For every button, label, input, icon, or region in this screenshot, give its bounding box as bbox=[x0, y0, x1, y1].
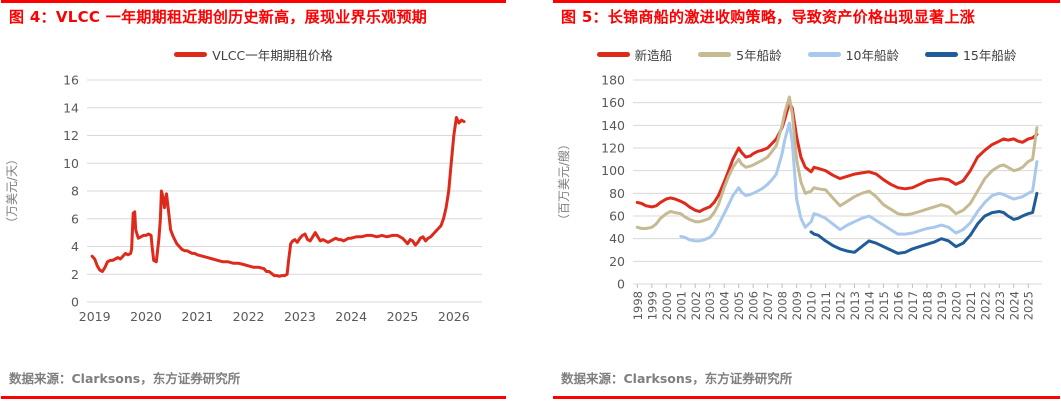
svg-text:2: 2 bbox=[71, 267, 79, 282]
svg-text:2014: 2014 bbox=[862, 291, 876, 320]
svg-text:2002: 2002 bbox=[689, 291, 703, 320]
svg-text:40: 40 bbox=[609, 231, 625, 246]
svg-text:2018: 2018 bbox=[920, 291, 934, 320]
vlcc-chart-canvas: 0 2 4 6 8 10 12 14 16 2019 2020 2021 2022 2023 2024 202… bbox=[5, 73, 482, 324]
figure-5-source: 数据来源：Clarksons，东方证券研究所 bbox=[561, 371, 793, 386]
svg-text:140: 140 bbox=[601, 118, 625, 133]
svg-text:2019: 2019 bbox=[935, 291, 949, 320]
legend-item: 10年船龄 bbox=[807, 45, 899, 64]
svg-text:2023: 2023 bbox=[993, 291, 1007, 320]
svg-text:2016: 2016 bbox=[891, 291, 905, 320]
svg-text:2009: 2009 bbox=[790, 291, 804, 320]
figure-4-title: 图 4：VLCC 一年期期租近期创历史新高，展现业界乐观预期 bbox=[9, 8, 428, 26]
svg-text:20: 20 bbox=[609, 254, 625, 269]
svg-text:2001: 2001 bbox=[674, 291, 688, 320]
legend-label: 15年船龄 bbox=[962, 47, 1017, 63]
svg-text:4: 4 bbox=[71, 239, 79, 254]
svg-text:2022: 2022 bbox=[233, 309, 265, 324]
legend-line-swatch bbox=[174, 51, 208, 57]
svg-text:2000: 2000 bbox=[660, 291, 674, 320]
svg-text:100: 100 bbox=[601, 163, 625, 178]
legend-label: 5年船龄 bbox=[736, 47, 782, 63]
svg-text:2020: 2020 bbox=[949, 291, 963, 320]
figure-4-panel: 图 4：VLCC 一年期期租近期创历史新高，展现业界乐观预期 VLCC一年期期租… bbox=[1, 0, 506, 399]
svg-text:180: 180 bbox=[601, 73, 625, 88]
svg-text:6: 6 bbox=[71, 212, 79, 227]
svg-text:8: 8 bbox=[71, 184, 79, 199]
legend-line-swatch bbox=[924, 51, 958, 57]
legend-item: VLCC一年期期租价格 bbox=[174, 45, 333, 64]
legend-line-swatch bbox=[596, 51, 630, 57]
svg-text:2022: 2022 bbox=[978, 291, 992, 320]
figure-5-panel: 图 5：长锦商船的激进收购策略，导致资产价格出现显著上涨 新造船 5年船龄 10年船… bbox=[553, 0, 1060, 399]
vlcc-chart: VLCC一年期期租价格 0 2 4 6 8 10 12 14 16 2019 2020 2021 202… bbox=[1, 34, 506, 336]
legend-item: 5年船龄 bbox=[698, 45, 782, 64]
svg-text:0: 0 bbox=[71, 295, 79, 310]
svg-text:2021: 2021 bbox=[181, 309, 213, 324]
svg-text:120: 120 bbox=[601, 141, 625, 156]
svg-text:80: 80 bbox=[609, 186, 625, 201]
ship-price-chart: 新造船 5年船龄 10年船龄 15年船龄 0 20 40 60 80 100 120 140 160 1… bbox=[553, 34, 1060, 336]
svg-text:16: 16 bbox=[63, 73, 79, 88]
svg-text:1999: 1999 bbox=[645, 291, 659, 320]
legend-label: 新造船 bbox=[634, 47, 673, 63]
legend-item: 15年船龄 bbox=[924, 45, 1017, 64]
svg-text:1998: 1998 bbox=[631, 291, 645, 320]
svg-text:2024: 2024 bbox=[335, 309, 367, 324]
svg-text:2017: 2017 bbox=[906, 291, 920, 320]
svg-text:2003: 2003 bbox=[703, 291, 717, 320]
svg-text:2024: 2024 bbox=[1007, 291, 1021, 320]
svg-text:2011: 2011 bbox=[819, 291, 833, 320]
svg-text:2012: 2012 bbox=[834, 291, 848, 320]
svg-text:2019: 2019 bbox=[79, 309, 111, 324]
svg-text:2013: 2013 bbox=[848, 291, 862, 320]
svg-text:160: 160 bbox=[601, 95, 625, 110]
svg-text:60: 60 bbox=[609, 209, 625, 224]
svg-text:14: 14 bbox=[63, 101, 79, 116]
ship-price-chart-canvas: 0 20 40 60 80 100 120 140 160 180 1998 1999 2000 2001… bbox=[556, 73, 1042, 321]
svg-text:2021: 2021 bbox=[964, 291, 978, 320]
svg-text:（百万美元/艘）: （百万美元/艘） bbox=[556, 138, 571, 226]
svg-text:0: 0 bbox=[617, 277, 625, 292]
legend-label: 10年船龄 bbox=[845, 47, 899, 63]
svg-text:2025: 2025 bbox=[387, 309, 419, 324]
svg-text:2010: 2010 bbox=[805, 291, 819, 320]
svg-text:2015: 2015 bbox=[877, 291, 891, 320]
legend-label: VLCC一年期期租价格 bbox=[212, 47, 333, 63]
legend-line-swatch bbox=[807, 51, 841, 57]
svg-text:2008: 2008 bbox=[776, 291, 790, 320]
svg-text:2007: 2007 bbox=[761, 291, 775, 320]
figure-5-title: 图 5：长锦商船的激进收购策略，导致资产价格出现显著上涨 bbox=[561, 8, 976, 26]
svg-text:2005: 2005 bbox=[732, 291, 746, 320]
svg-text:2023: 2023 bbox=[284, 309, 316, 324]
svg-text:2006: 2006 bbox=[747, 291, 761, 320]
svg-text:12: 12 bbox=[63, 128, 79, 143]
svg-text:2026: 2026 bbox=[438, 309, 470, 324]
svg-text:（万美元/天）: （万美元/天） bbox=[5, 153, 19, 229]
svg-text:2004: 2004 bbox=[718, 291, 732, 320]
svg-text:10: 10 bbox=[63, 156, 79, 171]
vlcc-chart-legend: VLCC一年期期租价格 bbox=[174, 42, 333, 66]
legend-line-swatch bbox=[698, 51, 732, 57]
figure-4-source: 数据来源：Clarksons，东方证券研究所 bbox=[9, 371, 241, 386]
ship-price-chart-legend: 新造船 5年船龄 10年船龄 15年船龄 bbox=[596, 42, 1017, 66]
svg-text:2025: 2025 bbox=[1022, 291, 1036, 320]
svg-text:2020: 2020 bbox=[130, 309, 162, 324]
legend-item: 新造船 bbox=[596, 45, 673, 64]
